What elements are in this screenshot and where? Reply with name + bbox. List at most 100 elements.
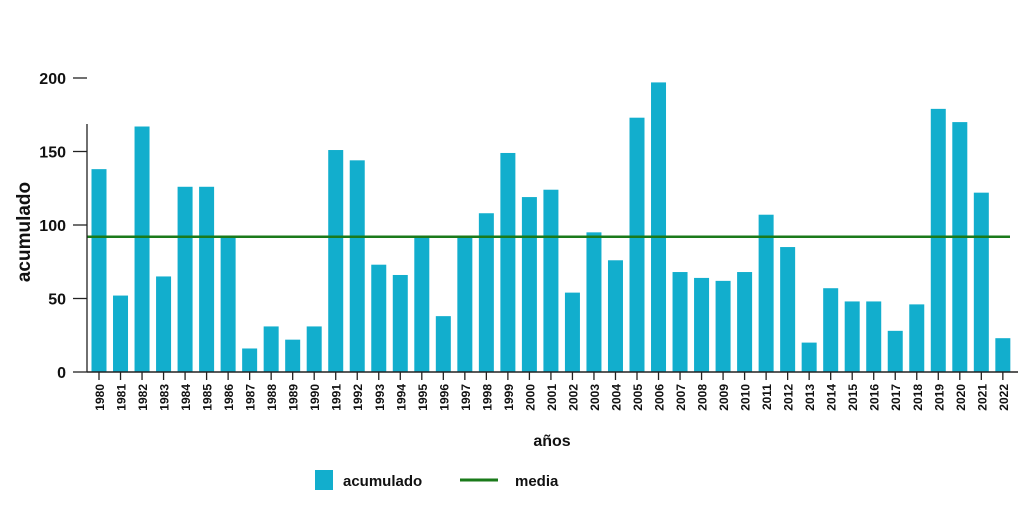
axes: 1980 1981 1982 1983 1984 1985 1986 1987 1988 1989… [39, 71, 1018, 411]
x-tick-label: 2015 [846, 384, 860, 411]
x-tick-label: 1983 [158, 384, 172, 411]
x-tick-label: 2009 [717, 384, 731, 411]
bar-2002 [564, 292, 580, 372]
bar-2017 [887, 330, 903, 372]
x-tick-label: 1999 [502, 384, 516, 411]
x-tick-label: 1994 [394, 384, 408, 411]
x-tick-label: 1995 [416, 384, 430, 411]
bar-1988 [263, 326, 279, 372]
x-tick-label: 1997 [459, 384, 473, 411]
x-tick-label: 2011 [760, 384, 774, 410]
x-tick-label: 2000 [523, 384, 537, 411]
bar-2016 [866, 301, 882, 372]
x-tick-label: 1985 [201, 384, 215, 411]
x-tick-label: 2002 [566, 384, 580, 411]
x-axis-label: años [533, 433, 570, 450]
bar-1980 [91, 169, 107, 372]
y-axis-label: acumulado [14, 182, 35, 282]
x-tick-label: 1980 [93, 384, 107, 411]
y-tick-label: 200 [39, 71, 66, 88]
bar-1995 [414, 236, 430, 372]
x-tick-label: 1986 [222, 384, 236, 411]
bar-2022 [995, 338, 1011, 372]
x-tick-label: 2016 [868, 384, 882, 411]
x-tick-label: 1981 [115, 384, 129, 411]
y-tick-label: 0 [57, 365, 66, 382]
bar-1986 [220, 236, 236, 372]
bar-2010 [737, 272, 753, 372]
bar-1999 [500, 152, 516, 372]
legend-label-media: media [515, 473, 559, 490]
bar-2006 [651, 82, 667, 372]
x-tick-label: 1982 [136, 384, 150, 411]
bars [91, 82, 1011, 373]
bar-2018 [909, 304, 925, 372]
bar-1985 [199, 186, 215, 372]
bar-2007 [672, 272, 688, 372]
x-tick-label: 2020 [954, 384, 968, 411]
bar-2009 [715, 280, 731, 372]
bar-1991 [328, 150, 344, 372]
bar-2001 [543, 189, 559, 372]
x-tick-label: 1998 [480, 384, 494, 411]
bar-1998 [478, 213, 494, 372]
x-tick-label: 2004 [609, 384, 623, 411]
x-tick-label: 2021 [975, 384, 989, 411]
bar-1990 [306, 326, 322, 372]
bar-2004 [607, 260, 623, 372]
x-tick-label: 1996 [437, 384, 451, 411]
bar-2021 [973, 192, 989, 372]
bar-1982 [134, 126, 150, 372]
x-tick-label: 1992 [351, 384, 365, 411]
x-tick-label: 2019 [932, 384, 946, 411]
bar-2014 [823, 288, 839, 372]
x-tick-label: 1990 [308, 384, 322, 411]
bar-2019 [930, 108, 946, 373]
x-tick-label: 1984 [179, 384, 193, 411]
y-tick-label: 50 [48, 292, 66, 309]
x-tick-label: 1991 [330, 384, 344, 411]
x-tick-label: 2017 [889, 384, 903, 411]
x-tick-label: 2003 [588, 384, 602, 411]
x-tick-label: 1993 [373, 384, 387, 411]
x-tick-label: 1989 [287, 384, 301, 411]
bar-2020 [952, 122, 968, 372]
x-tick-label: 2008 [696, 384, 710, 411]
legend-swatch-acumulado [315, 470, 333, 490]
bar-2013 [801, 342, 817, 372]
x-tick-label: 1988 [265, 384, 279, 411]
x-tick-label: 1987 [244, 384, 258, 411]
x-tick-label: 2018 [911, 384, 925, 411]
bar-2012 [780, 247, 796, 372]
bar-2000 [521, 197, 537, 372]
bar-1994 [392, 274, 408, 372]
x-tick-label: 2012 [782, 384, 796, 411]
bar-1987 [242, 348, 258, 372]
x-tick-label: 2006 [653, 384, 667, 411]
bar-1989 [285, 339, 301, 372]
x-tick-label: 2013 [803, 384, 817, 411]
bar-1983 [156, 276, 172, 372]
bar-2008 [694, 277, 710, 372]
bar-2005 [629, 117, 645, 372]
x-tick-label: 2014 [825, 384, 839, 411]
bar-1981 [113, 295, 129, 372]
x-tick-label: 2007 [674, 384, 688, 411]
x-tick-label: 2005 [631, 384, 645, 411]
y-tick-label: 150 [39, 145, 66, 162]
bar-1996 [435, 316, 451, 372]
legend: acumulado media [315, 470, 559, 490]
y-tick-label: 100 [39, 218, 66, 235]
bar-2015 [844, 301, 860, 372]
bar-2003 [586, 232, 602, 372]
bar-1992 [349, 160, 365, 372]
bar-1993 [371, 264, 387, 372]
x-tick-label: 2022 [997, 384, 1011, 411]
bar-1997 [457, 236, 473, 372]
bar-2011 [758, 214, 774, 372]
legend-label-acumulado: acumulado [343, 473, 422, 490]
x-tick-label: 2010 [739, 384, 753, 411]
bar-1984 [177, 186, 193, 372]
x-tick-label: 2001 [545, 384, 559, 411]
